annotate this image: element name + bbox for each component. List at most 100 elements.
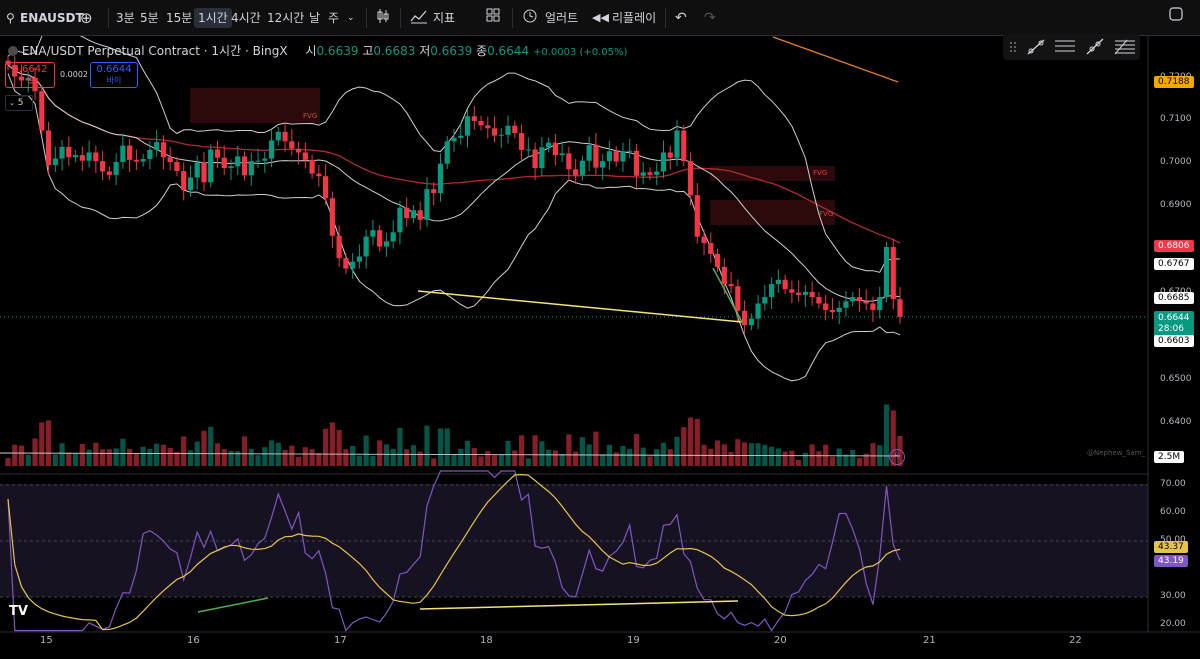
candle <box>167 157 173 162</box>
volume-bar <box>775 448 781 466</box>
lightning-icon[interactable]: ϟ <box>889 449 905 465</box>
ray-tool-icon[interactable] <box>1086 38 1104 55</box>
candle <box>775 279 781 285</box>
rsi-tick: 20.00 <box>1160 619 1186 629</box>
candle <box>241 156 248 176</box>
interval-3m[interactable]: 3분 <box>116 11 135 25</box>
volume-bar <box>620 446 626 466</box>
interval-week[interactable]: 주 <box>328 11 340 25</box>
candle <box>221 157 227 169</box>
trend-line-tool-icon[interactable] <box>1027 39 1045 55</box>
price-tick: 0.6400 <box>1160 417 1192 427</box>
replay-icon[interactable]: ◀◀ <box>592 11 609 24</box>
candle <box>755 303 761 319</box>
candle <box>458 135 464 138</box>
layout-grid-icon[interactable] <box>486 8 500 28</box>
collapse-icon: ⌄ <box>9 99 15 107</box>
fullscreen-icon[interactable] <box>1168 6 1184 26</box>
interval-day[interactable]: 날 <box>309 11 321 25</box>
alert-button[interactable]: 얼러트 <box>545 11 579 25</box>
volume-bar <box>769 446 775 466</box>
candle <box>856 297 863 302</box>
add-symbol-icon[interactable]: ⊕ <box>80 9 93 27</box>
volume-bar <box>782 451 788 466</box>
fvg-zone <box>710 200 835 225</box>
candle <box>282 131 288 142</box>
candle <box>72 155 79 158</box>
candle <box>667 152 673 158</box>
price-chart[interactable] <box>0 36 1200 659</box>
volume-bar <box>802 452 808 466</box>
candle <box>586 145 592 161</box>
interval-12h[interactable]: 12시간 <box>267 11 305 25</box>
price-tick: 0.6500 <box>1160 374 1192 384</box>
interval-dropdown-icon[interactable]: ⌄ <box>347 13 355 23</box>
sell-button[interactable]: 0.6642 셀 <box>5 62 55 88</box>
interval-5m[interactable]: 5분 <box>140 11 159 25</box>
bar-countdown: 28:06 <box>1158 324 1184 334</box>
candle <box>268 140 275 159</box>
interval-15m[interactable]: 15분 <box>166 11 193 25</box>
time-tick: 16 <box>187 635 200 646</box>
candle <box>32 77 38 92</box>
quantity-field[interactable]: ⌄ 5 <box>5 95 33 111</box>
chart-area[interactable] <box>0 36 1200 659</box>
volume-bar <box>674 436 680 466</box>
replay-button[interactable]: 리플레이 <box>612 11 657 25</box>
time-tick: 18 <box>480 635 493 646</box>
candle <box>377 230 383 247</box>
parallel-channel-tool-icon[interactable] <box>1055 40 1075 52</box>
volume-bar <box>208 426 214 466</box>
volume-bar <box>431 458 437 466</box>
symbol-search-icon[interactable]: ⚲ <box>6 11 15 25</box>
candle <box>823 303 829 310</box>
top-toolbar: ⚲ ENAUSDT ⊕ 3분 5분 15분 1시간 4시간 12시간 날 주 ⌄… <box>0 0 1200 36</box>
volume-bar <box>228 450 234 466</box>
volume-bar <box>187 450 194 466</box>
volume-bar <box>93 442 99 466</box>
volume-bar <box>383 444 390 466</box>
candle <box>187 177 194 191</box>
candle <box>464 116 471 136</box>
rsi-line <box>7 470 901 632</box>
watermark: @Nephew_Sam_ <box>1087 449 1146 457</box>
volume-bar <box>654 449 660 466</box>
volume-bar <box>552 450 558 466</box>
candle <box>647 172 653 175</box>
candle <box>498 134 504 136</box>
fib-tool-icon[interactable] <box>1114 39 1135 55</box>
symbol-logo-icon <box>8 46 18 56</box>
candle-style-icon[interactable] <box>376 8 390 28</box>
candle <box>363 236 369 257</box>
alert-clock-icon[interactable] <box>522 8 538 28</box>
candle <box>410 210 417 219</box>
interval-4h[interactable]: 4시간 <box>231 11 261 25</box>
candle <box>451 137 457 142</box>
candle <box>154 142 160 150</box>
volume-bar <box>295 456 302 466</box>
volume-bar <box>106 449 112 466</box>
divergence-line <box>417 290 743 323</box>
candle <box>877 297 883 310</box>
undo-icon[interactable]: ↶ <box>675 10 687 26</box>
redo-icon[interactable]: ↷ <box>704 10 716 26</box>
legend-title[interactable]: ENA/USDT Perpetual Contract · 1시간 · Bing… <box>21 44 288 58</box>
candle <box>741 310 748 326</box>
candle <box>397 207 403 233</box>
candle <box>721 266 727 285</box>
candle <box>573 169 579 176</box>
volume-bar <box>377 440 383 466</box>
indicators-icon[interactable] <box>410 8 428 28</box>
volume-bar <box>714 440 721 466</box>
buy-button[interactable]: 0.6644 바이 <box>90 62 138 88</box>
volume-bar <box>633 434 640 466</box>
indicators-button[interactable]: 지표 <box>433 11 456 25</box>
candle <box>782 279 788 290</box>
volume-bar <box>275 442 281 466</box>
interval-1h[interactable]: 1시간 <box>194 8 232 28</box>
candle <box>431 189 437 194</box>
drag-handle-icon[interactable] <box>1010 42 1016 52</box>
time-tick: 22 <box>1069 635 1082 646</box>
symbol-name[interactable]: ENAUSDT <box>20 11 84 25</box>
legend-low: 0.6639 <box>430 44 473 58</box>
